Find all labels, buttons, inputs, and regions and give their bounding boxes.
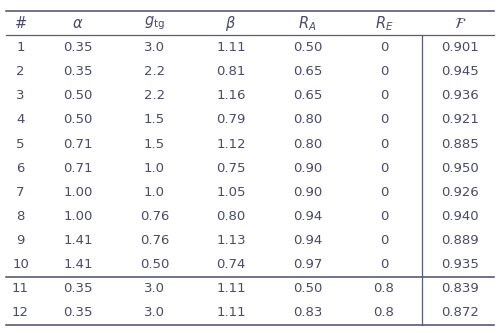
Text: 0.79: 0.79 (216, 114, 246, 127)
Text: 0.936: 0.936 (442, 89, 479, 102)
Text: 0.90: 0.90 (292, 186, 322, 199)
Text: 0.945: 0.945 (442, 65, 479, 78)
Text: 0: 0 (380, 210, 388, 223)
Text: 1.11: 1.11 (216, 41, 246, 54)
Text: 1.11: 1.11 (216, 282, 246, 295)
Text: 0: 0 (380, 41, 388, 54)
Text: 1: 1 (16, 41, 25, 54)
Text: 0.50: 0.50 (292, 41, 322, 54)
Text: 1.05: 1.05 (216, 186, 246, 199)
Text: 1.0: 1.0 (144, 186, 165, 199)
Text: 0.50: 0.50 (140, 258, 169, 271)
Text: 0.80: 0.80 (292, 114, 322, 127)
Text: 0.35: 0.35 (63, 282, 92, 295)
Text: 0.839: 0.839 (442, 282, 479, 295)
Text: 0.35: 0.35 (63, 65, 92, 78)
Text: 3.0: 3.0 (144, 306, 165, 319)
Text: 0.8: 0.8 (374, 306, 394, 319)
Text: 0.50: 0.50 (63, 89, 92, 102)
Text: 5: 5 (16, 138, 25, 151)
Text: 0.74: 0.74 (216, 258, 246, 271)
Text: 0.50: 0.50 (63, 114, 92, 127)
Text: 10: 10 (12, 258, 29, 271)
Text: 0: 0 (380, 186, 388, 199)
Text: 1.16: 1.16 (216, 89, 246, 102)
Text: 0.901: 0.901 (442, 41, 479, 54)
Text: 0.76: 0.76 (140, 210, 169, 223)
Text: 0.81: 0.81 (216, 65, 246, 78)
Text: 1.0: 1.0 (144, 162, 165, 174)
Text: 6: 6 (16, 162, 24, 174)
Text: 3: 3 (16, 89, 25, 102)
Text: $\mathcal{F}$: $\mathcal{F}$ (454, 16, 466, 31)
Text: 0: 0 (380, 138, 388, 151)
Text: 0.75: 0.75 (216, 162, 246, 174)
Text: 8: 8 (16, 210, 24, 223)
Text: 2.2: 2.2 (144, 89, 165, 102)
Text: 0: 0 (380, 258, 388, 271)
Text: 0.83: 0.83 (292, 306, 322, 319)
Text: $R_A$: $R_A$ (298, 14, 316, 33)
Text: 0.8: 0.8 (374, 282, 394, 295)
Text: 0.80: 0.80 (292, 138, 322, 151)
Text: 3.0: 3.0 (144, 41, 165, 54)
Text: 0.35: 0.35 (63, 41, 92, 54)
Text: 0.889: 0.889 (442, 234, 479, 247)
Text: 1.41: 1.41 (63, 234, 92, 247)
Text: 12: 12 (12, 306, 29, 319)
Text: $R_E$: $R_E$ (374, 14, 393, 33)
Text: 0.950: 0.950 (442, 162, 479, 174)
Text: $\beta$: $\beta$ (226, 14, 236, 33)
Text: 1.12: 1.12 (216, 138, 246, 151)
Text: 0.50: 0.50 (292, 282, 322, 295)
Text: 0: 0 (380, 65, 388, 78)
Text: 1.11: 1.11 (216, 306, 246, 319)
Text: 0.76: 0.76 (140, 234, 169, 247)
Text: 0.94: 0.94 (292, 210, 322, 223)
Text: 0.935: 0.935 (442, 258, 480, 271)
Text: 0.926: 0.926 (442, 186, 479, 199)
Text: 0.71: 0.71 (63, 138, 92, 151)
Text: 1.00: 1.00 (63, 186, 92, 199)
Text: 0.940: 0.940 (442, 210, 479, 223)
Text: 2.2: 2.2 (144, 65, 165, 78)
Text: 0: 0 (380, 114, 388, 127)
Text: 2: 2 (16, 65, 25, 78)
Text: 0.97: 0.97 (292, 258, 322, 271)
Text: 3.0: 3.0 (144, 282, 165, 295)
Text: 0.65: 0.65 (292, 65, 322, 78)
Text: 0.885: 0.885 (442, 138, 479, 151)
Text: 0.65: 0.65 (292, 89, 322, 102)
Text: 1.5: 1.5 (144, 114, 165, 127)
Text: 0.921: 0.921 (442, 114, 480, 127)
Text: 4: 4 (16, 114, 24, 127)
Text: 0.90: 0.90 (292, 162, 322, 174)
Text: 1.41: 1.41 (63, 258, 92, 271)
Text: #: # (14, 16, 26, 31)
Text: 0: 0 (380, 234, 388, 247)
Text: 0: 0 (380, 162, 388, 174)
Text: 0.80: 0.80 (216, 210, 246, 223)
Text: 0.35: 0.35 (63, 306, 92, 319)
Text: 1.13: 1.13 (216, 234, 246, 247)
Text: 1.5: 1.5 (144, 138, 165, 151)
Text: 0.872: 0.872 (442, 306, 480, 319)
Text: 0: 0 (380, 89, 388, 102)
Text: 0.94: 0.94 (292, 234, 322, 247)
Text: $g_{\mathrm{tg}}$: $g_{\mathrm{tg}}$ (144, 15, 165, 32)
Text: 1.00: 1.00 (63, 210, 92, 223)
Text: 9: 9 (16, 234, 24, 247)
Text: 7: 7 (16, 186, 25, 199)
Text: $\alpha$: $\alpha$ (72, 16, 84, 31)
Text: 0.71: 0.71 (63, 162, 92, 174)
Text: 11: 11 (12, 282, 29, 295)
